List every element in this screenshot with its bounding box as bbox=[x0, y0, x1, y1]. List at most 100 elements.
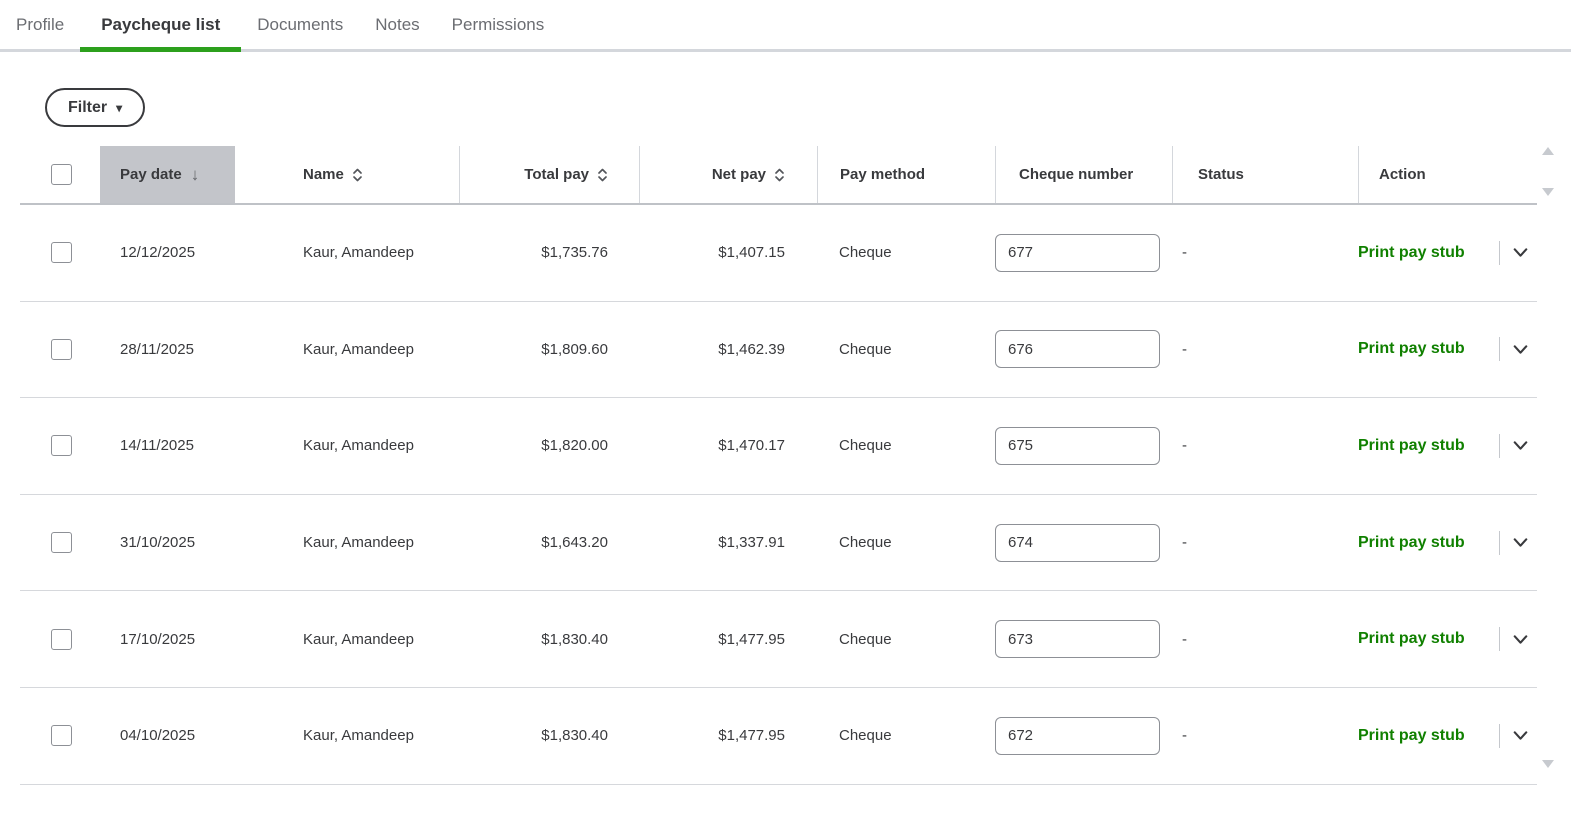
row-more-actions-button[interactable] bbox=[1509, 242, 1531, 264]
table-header-row: Pay date ↓ Name Total pay Net pay bbox=[20, 146, 1537, 205]
total-pay-cell: $1,809.60 bbox=[541, 340, 608, 358]
action-cell: Print pay stub bbox=[1358, 591, 1537, 687]
column-header-label: Cheque number bbox=[1019, 166, 1134, 183]
column-header-label: Name bbox=[303, 166, 344, 183]
column-header-label: Net pay bbox=[711, 166, 766, 183]
name-cell: Kaur, Amandeep bbox=[303, 534, 414, 552]
tab-permissions[interactable]: Permissions bbox=[436, 0, 561, 49]
print-pay-stub-link[interactable]: Print pay stub bbox=[1358, 533, 1465, 551]
pay-date-cell: 14/11/2025 bbox=[120, 437, 194, 455]
column-header-label: Action bbox=[1379, 166, 1426, 183]
sorted-column-highlight: Pay date ↓ bbox=[100, 146, 235, 203]
action-divider bbox=[1499, 433, 1500, 458]
action-divider bbox=[1499, 240, 1500, 265]
print-pay-stub-link[interactable]: Print pay stub bbox=[1358, 436, 1465, 454]
row-checkbox[interactable] bbox=[51, 435, 72, 457]
print-pay-stub-link[interactable]: Print pay stub bbox=[1358, 726, 1465, 744]
tab-label: Permissions bbox=[451, 14, 545, 34]
paycheque-table: Pay date ↓ Name Total pay Net pay bbox=[20, 146, 1537, 785]
action-divider bbox=[1499, 337, 1500, 362]
action-cell: Print pay stub bbox=[1358, 495, 1537, 591]
row-select-cell bbox=[20, 688, 100, 784]
row-checkbox[interactable] bbox=[51, 628, 72, 650]
row-more-actions-button[interactable] bbox=[1509, 725, 1531, 747]
cheque-number-input[interactable] bbox=[995, 233, 1160, 272]
pay-method-cell: Cheque bbox=[839, 340, 892, 358]
total-pay-cell: $1,820.00 bbox=[541, 437, 608, 455]
total-pay-cell: $1,643.20 bbox=[541, 534, 608, 552]
cheque-number-input[interactable] bbox=[995, 330, 1160, 369]
column-header-label: Total pay bbox=[524, 166, 589, 183]
print-pay-stub-link[interactable]: Print pay stub bbox=[1358, 340, 1465, 358]
row-more-actions-button[interactable] bbox=[1509, 338, 1531, 360]
column-header-total-pay[interactable]: Total pay bbox=[459, 146, 639, 203]
sort-icon bbox=[353, 168, 362, 181]
cheque-number-cell bbox=[995, 302, 1172, 398]
status-cell: - bbox=[1182, 534, 1187, 552]
scroll-up-arrow-icon[interactable] bbox=[1542, 147, 1554, 155]
sort-icon bbox=[775, 168, 784, 181]
pay-date-cell: 31/10/2025 bbox=[120, 534, 196, 552]
pay-date-cell: 12/12/2025 bbox=[120, 244, 196, 262]
status-cell: - bbox=[1182, 437, 1187, 455]
status-cell: - bbox=[1182, 340, 1187, 358]
action-cell: Print pay stub bbox=[1358, 205, 1537, 301]
chevron-down-icon bbox=[1513, 634, 1527, 644]
column-header-pay-date[interactable]: Pay date ↓ bbox=[100, 146, 285, 203]
tab-label: Notes bbox=[375, 14, 420, 34]
row-more-actions-button[interactable] bbox=[1509, 532, 1531, 554]
column-header-name[interactable]: Name bbox=[285, 146, 459, 203]
net-pay-cell: $1,470.17 bbox=[718, 437, 785, 455]
pay-method-cell: Cheque bbox=[839, 437, 892, 455]
tab-paycheque-list[interactable]: Paycheque list bbox=[80, 0, 242, 52]
column-header-net-pay[interactable]: Net pay bbox=[639, 146, 817, 203]
row-more-actions-button[interactable] bbox=[1509, 435, 1531, 457]
print-pay-stub-link[interactable]: Print pay stub bbox=[1358, 630, 1465, 648]
column-header-label: Status bbox=[1198, 166, 1244, 183]
row-checkbox[interactable] bbox=[51, 532, 72, 554]
tab-label: Profile bbox=[16, 14, 65, 34]
chevron-down-icon bbox=[1513, 345, 1527, 354]
tab-bar: Profile Paycheque list Documents Notes P… bbox=[0, 0, 1571, 52]
scroll-down-arrow-icon[interactable] bbox=[1542, 188, 1554, 196]
action-cell: Print pay stub bbox=[1358, 302, 1537, 398]
chevron-down-icon bbox=[1513, 248, 1527, 257]
tab-documents[interactable]: Documents bbox=[241, 0, 359, 49]
total-pay-cell: $1,735.76 bbox=[541, 244, 608, 262]
caret-down-icon: ▾ bbox=[116, 100, 123, 115]
cheque-number-input[interactable] bbox=[995, 620, 1160, 659]
total-pay-cell: $1,830.40 bbox=[541, 727, 608, 745]
cheque-number-cell bbox=[995, 398, 1172, 494]
chevron-down-icon bbox=[1513, 538, 1527, 547]
row-select-cell bbox=[20, 398, 100, 494]
row-checkbox[interactable] bbox=[51, 242, 72, 264]
column-header-status: Status bbox=[1172, 146, 1358, 203]
net-pay-cell: $1,407.15 bbox=[718, 244, 785, 262]
name-cell: Kaur, Amandeep bbox=[303, 437, 414, 455]
tab-notes[interactable]: Notes bbox=[359, 0, 435, 49]
pay-date-cell: 17/10/2025 bbox=[120, 630, 196, 648]
filter-button[interactable]: Filter ▾ bbox=[45, 88, 146, 127]
select-all-checkbox[interactable] bbox=[51, 164, 72, 185]
print-pay-stub-link[interactable]: Print pay stub bbox=[1358, 243, 1465, 261]
row-checkbox[interactable] bbox=[51, 725, 72, 747]
table-row: 14/11/2025 Kaur, Amandeep $1,820.00 $1,4… bbox=[20, 398, 1537, 495]
row-more-actions-button[interactable] bbox=[1509, 628, 1531, 650]
pay-method-cell: Cheque bbox=[839, 534, 892, 552]
scroll-down-arrow-icon[interactable] bbox=[1542, 760, 1554, 768]
cheque-number-input[interactable] bbox=[995, 523, 1160, 562]
name-cell: Kaur, Amandeep bbox=[303, 340, 414, 358]
action-divider bbox=[1499, 530, 1500, 555]
cheque-number-input[interactable] bbox=[995, 716, 1160, 755]
row-checkbox[interactable] bbox=[51, 338, 72, 360]
name-cell: Kaur, Amandeep bbox=[303, 244, 414, 262]
action-divider bbox=[1499, 723, 1500, 748]
cheque-number-cell bbox=[995, 688, 1172, 784]
tab-label: Documents bbox=[257, 14, 344, 34]
net-pay-cell: $1,477.95 bbox=[718, 630, 785, 648]
name-cell: Kaur, Amandeep bbox=[303, 727, 414, 745]
tab-profile[interactable]: Profile bbox=[0, 0, 80, 49]
cheque-number-input[interactable] bbox=[995, 426, 1160, 465]
column-header-cheque-number: Cheque number bbox=[995, 146, 1172, 203]
filter-bar: Filter ▾ bbox=[45, 88, 1571, 127]
